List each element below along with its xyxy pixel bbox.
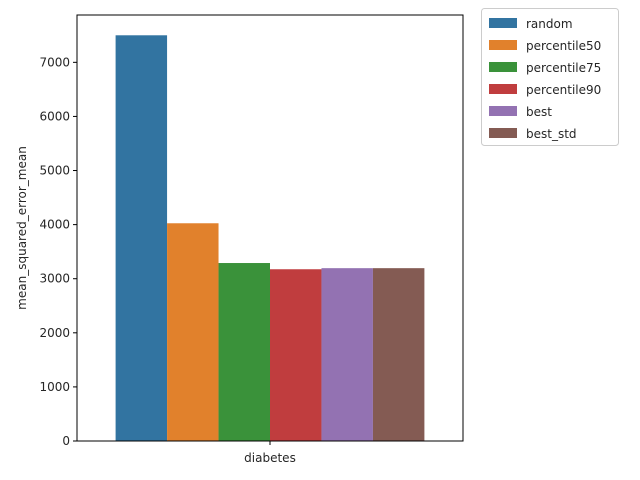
y-tick-label: 3000: [39, 272, 70, 286]
y-axis-ticks: 0 1000 2000 3000 4000 5000 6000 7000: [39, 55, 77, 448]
legend-label-percentile90: percentile90: [526, 83, 601, 97]
y-tick-label: 2000: [39, 326, 70, 340]
bars-layer: [115, 35, 425, 442]
legend-swatch-percentile75: [489, 62, 517, 72]
bar-percentile50: [167, 223, 219, 441]
bar-random: [115, 35, 168, 442]
legend-label-best: best: [526, 105, 552, 119]
x-axis-ticks: diabetes: [244, 441, 296, 465]
legend-swatch-best: [489, 106, 517, 116]
bar-percentile90: [270, 269, 322, 441]
legend-swatch-random: [489, 18, 517, 28]
y-tick-label: 4000: [39, 218, 70, 232]
y-axis-label: mean_squared_error_mean: [15, 146, 29, 310]
legend-label-percentile50: percentile50: [526, 39, 601, 53]
legend-swatch-percentile90: [489, 84, 517, 94]
y-tick-label: 6000: [39, 109, 70, 123]
legend-label-random: random: [526, 17, 573, 31]
bar-best: [321, 268, 373, 441]
x-tick-label: diabetes: [244, 451, 296, 465]
legend-label-percentile75: percentile75: [526, 61, 601, 75]
bar-percentile75: [218, 263, 270, 441]
bar-best_std: [372, 268, 425, 441]
y-tick-label: 7000: [39, 55, 70, 69]
legend-label-best_std: best_std: [526, 127, 577, 141]
legend-swatch-percentile50: [489, 40, 517, 50]
y-tick-label: 5000: [39, 164, 70, 178]
y-tick-label: 0: [62, 434, 70, 448]
legend: random percentile50 percentile75 percentile…: [481, 8, 619, 146]
y-tick-label: 1000: [39, 380, 70, 394]
legend-swatch-best_std: [489, 128, 517, 138]
